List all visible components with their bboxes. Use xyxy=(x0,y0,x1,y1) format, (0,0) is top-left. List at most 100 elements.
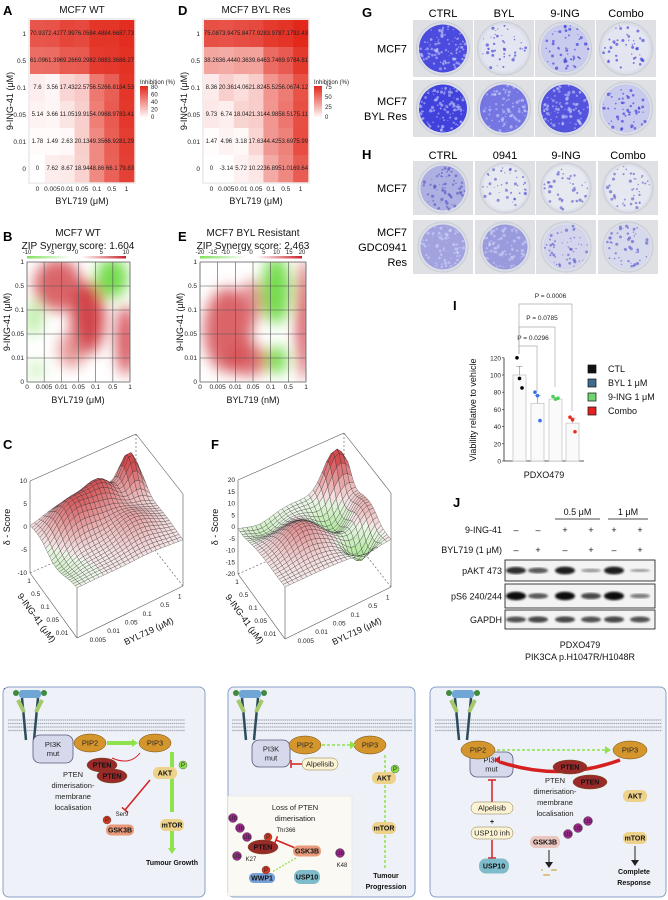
colony-dot xyxy=(504,172,506,174)
colony-dot xyxy=(503,55,506,58)
usp10 xyxy=(479,858,509,874)
colony-dot xyxy=(508,54,511,57)
colorbar xyxy=(27,256,126,259)
colony-dot xyxy=(437,40,439,43)
x-axis-label: BYL719 (nM) xyxy=(226,395,279,405)
band-label: GAPDH xyxy=(470,615,502,625)
inset-title: dimerisation xyxy=(275,814,315,823)
colony-dot xyxy=(441,124,445,129)
colony-dot xyxy=(639,54,641,56)
y-tick-label: 0 xyxy=(20,379,24,386)
stain-fill xyxy=(482,224,528,270)
colony-dot xyxy=(608,257,611,260)
colony-dot xyxy=(424,238,428,242)
colony-dot xyxy=(545,244,548,246)
colony-dot xyxy=(428,52,431,56)
cell-value: 19.91 xyxy=(74,112,90,118)
colony-dot xyxy=(444,182,447,186)
colony-dot xyxy=(430,29,433,31)
colony-dot xyxy=(455,51,458,55)
colony-dot xyxy=(630,239,635,244)
heatmap-cell xyxy=(104,155,120,183)
colony-dot xyxy=(614,107,616,110)
cell-value: 81.29 xyxy=(119,139,135,145)
colony-dot xyxy=(493,93,497,97)
colony-dot xyxy=(569,182,571,184)
colony-dot xyxy=(497,28,499,30)
ubiquitin xyxy=(335,848,345,858)
y-tick-label: 0.1 xyxy=(15,307,24,314)
x-tick-label: 1 xyxy=(125,186,129,193)
colony-dot xyxy=(561,122,565,126)
legend-label: CTL xyxy=(608,364,625,374)
cell-value: 53.69 xyxy=(278,139,294,145)
pip2-label: PIP2 xyxy=(82,739,98,748)
colony-dot xyxy=(497,185,499,187)
alpelisib-label: Alpelisib xyxy=(478,804,506,813)
colony-dot xyxy=(463,42,467,46)
colony-dot xyxy=(579,57,581,60)
colony-dot xyxy=(421,242,425,246)
heatmap-cell xyxy=(278,101,294,129)
colony-dot xyxy=(454,43,457,46)
x-tick-label: 0.1 xyxy=(92,186,101,193)
colony-dot xyxy=(617,118,620,121)
colony-dot xyxy=(516,91,519,93)
dose-label: 0.5 μM xyxy=(564,507,592,517)
colony-dot xyxy=(558,30,562,34)
colony-dot xyxy=(631,188,634,191)
cell-value: 83.36 xyxy=(104,58,120,64)
pip3 xyxy=(612,740,648,760)
colony-dot xyxy=(435,116,438,118)
colony-dot xyxy=(638,193,641,197)
cell-value: 66.81 xyxy=(104,85,120,91)
box-edge xyxy=(237,432,345,481)
colony-dot xyxy=(632,227,636,231)
colony-dot xyxy=(455,89,459,93)
row-label: MCF7 xyxy=(377,96,407,108)
colony-dot xyxy=(636,250,640,254)
colony-dot xyxy=(486,93,489,96)
x-tick-label: 0.005 xyxy=(36,384,53,391)
colony-dot xyxy=(434,42,438,46)
row-label: GDC0941 xyxy=(358,242,407,254)
colony-dot xyxy=(543,110,546,113)
ubiquitin xyxy=(583,816,593,826)
colony-dot xyxy=(499,237,503,240)
colony-dot xyxy=(460,185,463,189)
cell-value: 38.26 xyxy=(204,58,220,64)
colony-dot xyxy=(425,47,429,51)
colony-dot xyxy=(563,24,567,28)
colony-dot xyxy=(546,105,548,107)
heatmap-cell xyxy=(233,47,249,75)
colorbar-tick: -5 xyxy=(236,250,242,256)
colony-dot xyxy=(554,94,556,97)
data-point xyxy=(551,394,555,399)
colony-dot xyxy=(549,234,553,237)
z-tick-label: -20 xyxy=(226,571,236,578)
colony-dot xyxy=(515,118,518,121)
colony-dot xyxy=(607,50,611,53)
z-tick-label: 10 xyxy=(20,478,28,485)
colony-dot xyxy=(521,175,525,179)
ubiquitin-label: Ub xyxy=(236,826,244,832)
colony-dot xyxy=(564,29,568,33)
x-axis-label: PDXO479 xyxy=(524,470,565,480)
akt-inhibits-gsk3b xyxy=(124,779,151,811)
y-tick-label: 1 xyxy=(20,259,24,266)
cell-value: 77.92 xyxy=(248,31,264,37)
heatmap-cell xyxy=(59,20,75,48)
colony-dot xyxy=(428,244,430,247)
colony-dot xyxy=(523,181,527,184)
colony-dot xyxy=(635,47,639,51)
colony-dot xyxy=(511,247,514,251)
colony-dot xyxy=(446,205,449,209)
heatmap-cell xyxy=(293,47,309,75)
colony-dot xyxy=(618,257,620,259)
colony-dot xyxy=(635,251,637,254)
colony-dot xyxy=(567,47,569,50)
colony-dot xyxy=(442,100,445,103)
colony-dot xyxy=(646,180,649,182)
